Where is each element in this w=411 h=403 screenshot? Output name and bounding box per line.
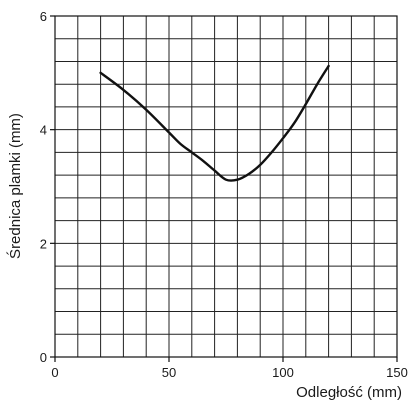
x-tick-label: 0 (51, 365, 58, 380)
x-tick-label: 100 (272, 365, 294, 380)
axes (50, 15, 398, 362)
y-tick-label: 4 (40, 123, 47, 138)
y-axis-title: Średnica plamki (mm) (6, 113, 24, 259)
grid (54, 15, 398, 358)
series-layer (99, 64, 330, 182)
x-axis-title: Odległość (mm) (296, 384, 402, 401)
y-tick-label: 2 (40, 236, 47, 251)
y-tick-label: 6 (40, 9, 47, 24)
x-tick-label: 50 (162, 365, 176, 380)
y-tick-label: 0 (40, 350, 47, 365)
tick-labels: 0 50 100 150 0 2 4 6 (40, 9, 408, 380)
series-line (99, 64, 330, 182)
x-tick-label: 150 (386, 365, 408, 380)
plot-frame (54, 15, 398, 358)
